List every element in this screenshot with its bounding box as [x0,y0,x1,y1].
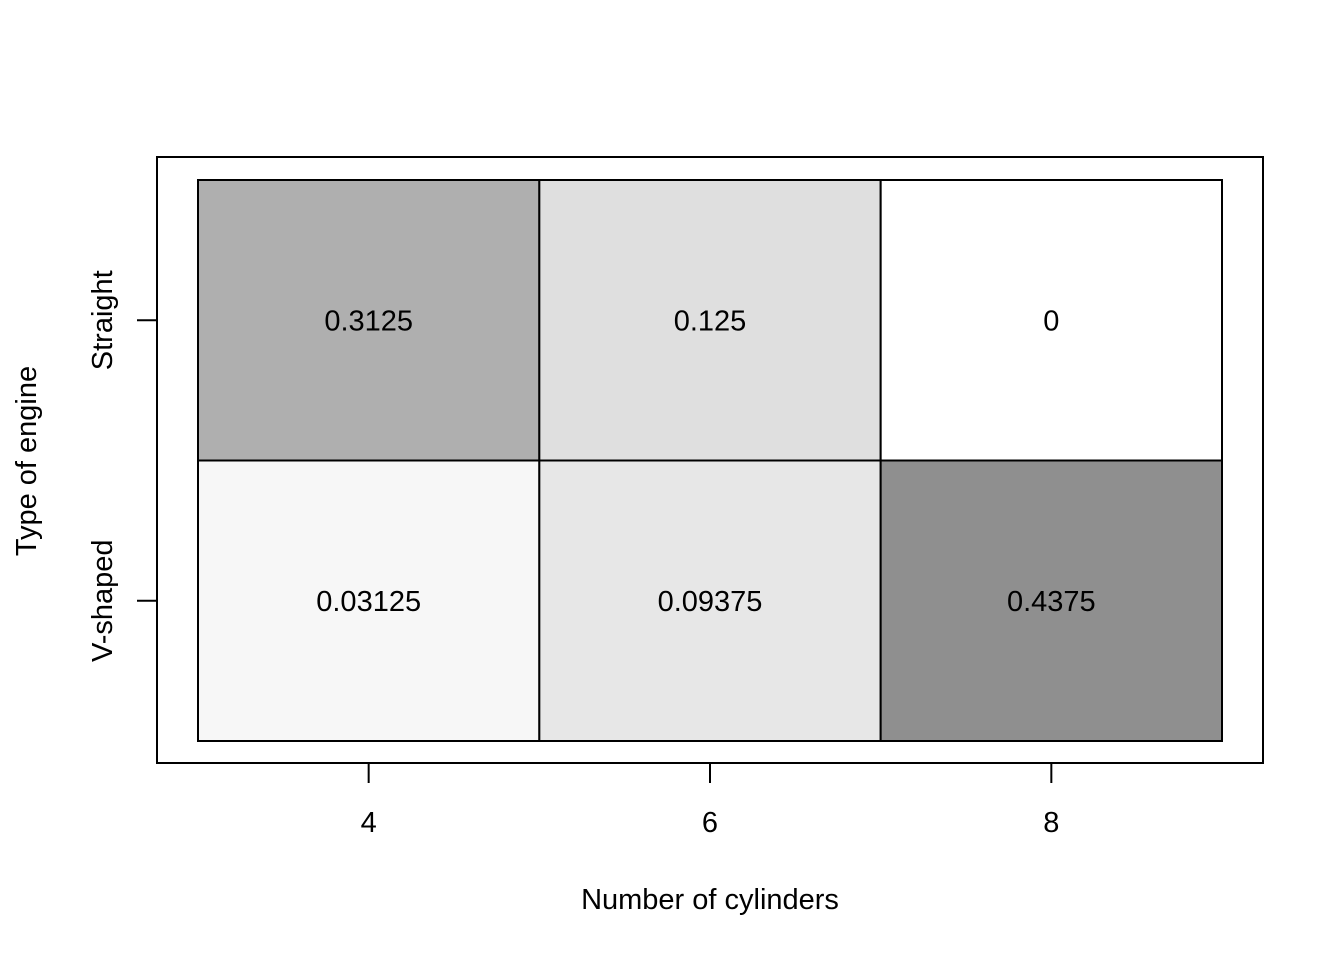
y-axis-title: Type of engine [11,366,43,556]
heatmap-cells: 0.3125 0.125 0 0.03125 0.09375 0.4375 [197,179,1224,742]
y-axis: Straight V-shaped [87,270,157,662]
x-tick-label: 4 [361,807,377,839]
heatmap-cell [197,459,541,742]
heatmap-cell [879,459,1224,742]
heatmap-cell [879,179,1224,462]
y-tick-label: V-shaped [87,539,119,662]
cell-value-label: 0 [1043,305,1059,337]
x-axis: 4 6 8 [361,763,1059,839]
heatmap-cell [538,459,882,742]
cell-value-label: 0.3125 [324,305,413,337]
y-tick-label: Straight [87,270,119,370]
x-axis-title: Number of cylinders [581,884,839,916]
cell-value-label: 0.09375 [658,586,763,618]
x-tick-label: 6 [702,807,718,839]
cell-value-label: 0.125 [674,305,747,337]
cell-value-label: 0.03125 [316,586,421,618]
heatmap-cell [538,179,882,462]
x-tick-label: 8 [1043,807,1059,839]
cell-value-label: 0.4375 [1007,586,1096,618]
heatmap-cell [197,179,541,462]
